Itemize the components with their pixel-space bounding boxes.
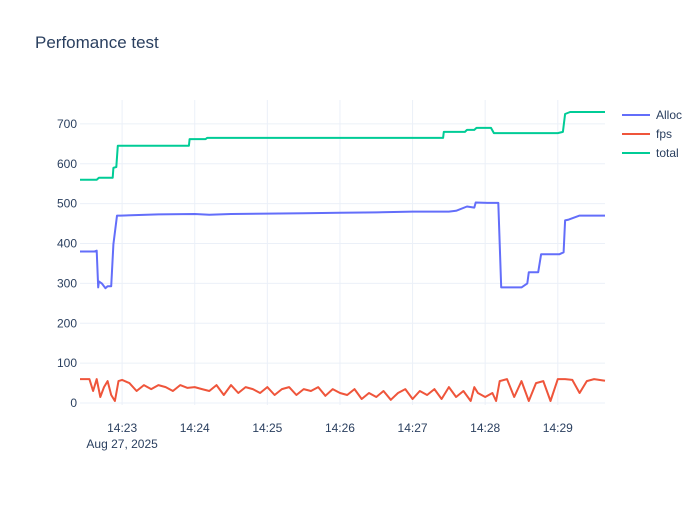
legend-label-alloc[interactable]: Alloc (656, 108, 682, 122)
y-tick-label: 400 (57, 237, 77, 251)
x-tick-label: 14:24 (180, 421, 210, 435)
chart-title: Perfomance test (35, 33, 159, 52)
y-tick-label: 0 (70, 396, 77, 410)
series-line-fps (80, 378, 606, 402)
legend-label-fps[interactable]: fps (656, 127, 672, 141)
y-tick-label: 200 (57, 316, 77, 330)
x-tick-label: 14:26 (325, 421, 355, 435)
legend-label-total[interactable]: total (656, 146, 679, 160)
x-tick-label: 14:23 (107, 421, 137, 435)
y-tick-label: 500 (57, 197, 77, 211)
series-line-total (80, 111, 605, 181)
y-tick-label: 700 (57, 117, 77, 131)
y-tick-label: 100 (57, 356, 77, 370)
y-tick-label: 600 (57, 157, 77, 171)
x-tick-label: 14:27 (398, 421, 428, 435)
x-tick-label: 14:28 (470, 421, 500, 435)
series-line-alloc (80, 201, 605, 290)
x-tick-label: 14:25 (252, 421, 282, 435)
x-date-label: Aug 27, 2025 (86, 437, 158, 451)
x-tick-label: 14:29 (543, 421, 573, 435)
y-tick-label: 300 (57, 276, 77, 290)
